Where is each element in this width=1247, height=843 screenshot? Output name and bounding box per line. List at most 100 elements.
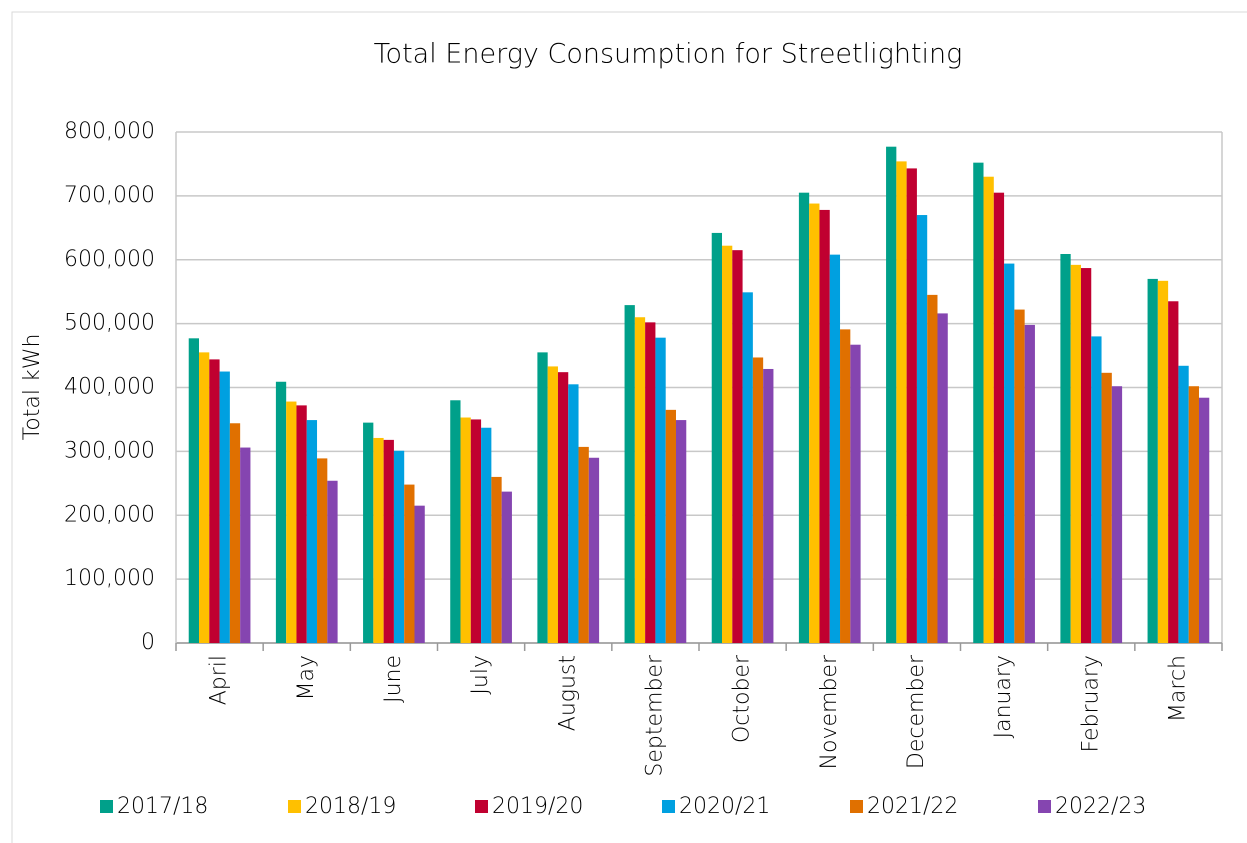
bar <box>491 476 502 643</box>
bar <box>655 337 666 643</box>
bar <box>634 317 646 643</box>
bar <box>850 344 861 643</box>
x-tick-label: September <box>642 654 667 777</box>
bar <box>383 439 394 643</box>
bar <box>363 422 374 643</box>
x-tick-label: November <box>817 654 842 769</box>
bar <box>229 423 241 643</box>
bar <box>927 294 938 643</box>
x-tick-label: February <box>1078 655 1103 753</box>
bar <box>829 254 841 643</box>
x-tick-label: July <box>468 655 493 695</box>
bar <box>675 420 687 643</box>
bar <box>1060 254 1071 643</box>
bar <box>1004 263 1015 643</box>
bar <box>219 371 230 643</box>
bar <box>916 215 928 643</box>
bar <box>404 484 415 643</box>
bar <box>450 400 461 643</box>
bar <box>809 203 820 644</box>
bar <box>1147 278 1158 643</box>
bar <box>317 458 328 643</box>
x-tick-label: January <box>991 655 1016 738</box>
legend-label: 2022/23 <box>1055 794 1146 819</box>
y-tick-label: 500,000 <box>64 311 155 336</box>
chart-title: Total Energy Consumption for Streetlight… <box>374 39 963 70</box>
bar <box>460 417 471 643</box>
legend-label: 2018/19 <box>305 794 396 819</box>
y-tick-label: 400,000 <box>64 375 155 400</box>
bar <box>1168 301 1179 643</box>
bar <box>798 192 810 643</box>
bar <box>306 420 318 643</box>
bar <box>578 446 589 643</box>
legend-swatch <box>662 800 675 813</box>
bar <box>327 480 338 643</box>
legend-label: 2019/20 <box>492 794 583 819</box>
bar <box>199 352 210 643</box>
bar <box>840 329 851 643</box>
x-tick-label: May <box>294 655 319 700</box>
y-tick-label: 0 <box>141 630 155 655</box>
bar <box>414 505 425 643</box>
bar <box>1188 386 1199 643</box>
y-tick-label: 600,000 <box>64 247 155 272</box>
bar <box>286 401 297 643</box>
bar <box>557 372 569 643</box>
legend-label: 2020/21 <box>679 794 770 819</box>
bar <box>993 192 1005 643</box>
bar <box>645 322 656 643</box>
bar <box>1157 280 1169 643</box>
bar <box>983 176 994 643</box>
y-tick-label: 700,000 <box>64 183 155 208</box>
bar <box>393 450 405 643</box>
bar <box>906 168 917 643</box>
bar <box>937 313 948 643</box>
bar <box>470 419 482 643</box>
legend-swatch <box>475 800 488 813</box>
bar <box>373 437 384 643</box>
bar <box>568 384 579 643</box>
y-tick-label: 100,000 <box>64 566 155 591</box>
bar <box>752 357 764 643</box>
bar <box>1101 372 1112 643</box>
bar <box>896 161 907 643</box>
legend-label: 2021/22 <box>867 794 958 819</box>
bar <box>1024 324 1035 643</box>
x-tick-label: April <box>207 655 232 705</box>
bar <box>711 232 723 644</box>
bar <box>188 338 200 643</box>
bar <box>1014 309 1025 643</box>
legend-swatch <box>850 800 863 813</box>
legend-swatch <box>1038 800 1051 813</box>
y-tick-label: 200,000 <box>64 502 155 527</box>
bar <box>501 491 512 643</box>
bar <box>481 427 492 643</box>
bar <box>819 209 830 644</box>
bar <box>1070 264 1081 643</box>
chart-border <box>11 11 1247 843</box>
bar <box>763 368 774 643</box>
bar <box>547 366 558 643</box>
bar <box>1080 268 1092 643</box>
y-tick-label: 300,000 <box>64 438 155 463</box>
x-tick-label: October <box>730 654 755 743</box>
bar <box>275 381 287 643</box>
bar <box>240 447 251 643</box>
bar <box>296 405 307 643</box>
bar <box>624 305 635 643</box>
bar <box>886 146 897 643</box>
legend-swatch <box>288 800 301 813</box>
bar <box>1198 397 1210 643</box>
bar <box>722 245 733 643</box>
x-tick-label: June <box>381 655 406 703</box>
bar <box>665 409 676 643</box>
bar <box>537 352 548 643</box>
bar <box>1178 365 1189 643</box>
x-tick-label: March <box>1165 655 1190 722</box>
bar <box>1091 336 1102 643</box>
bar <box>209 359 220 643</box>
bar <box>742 292 753 643</box>
bar <box>588 457 600 643</box>
